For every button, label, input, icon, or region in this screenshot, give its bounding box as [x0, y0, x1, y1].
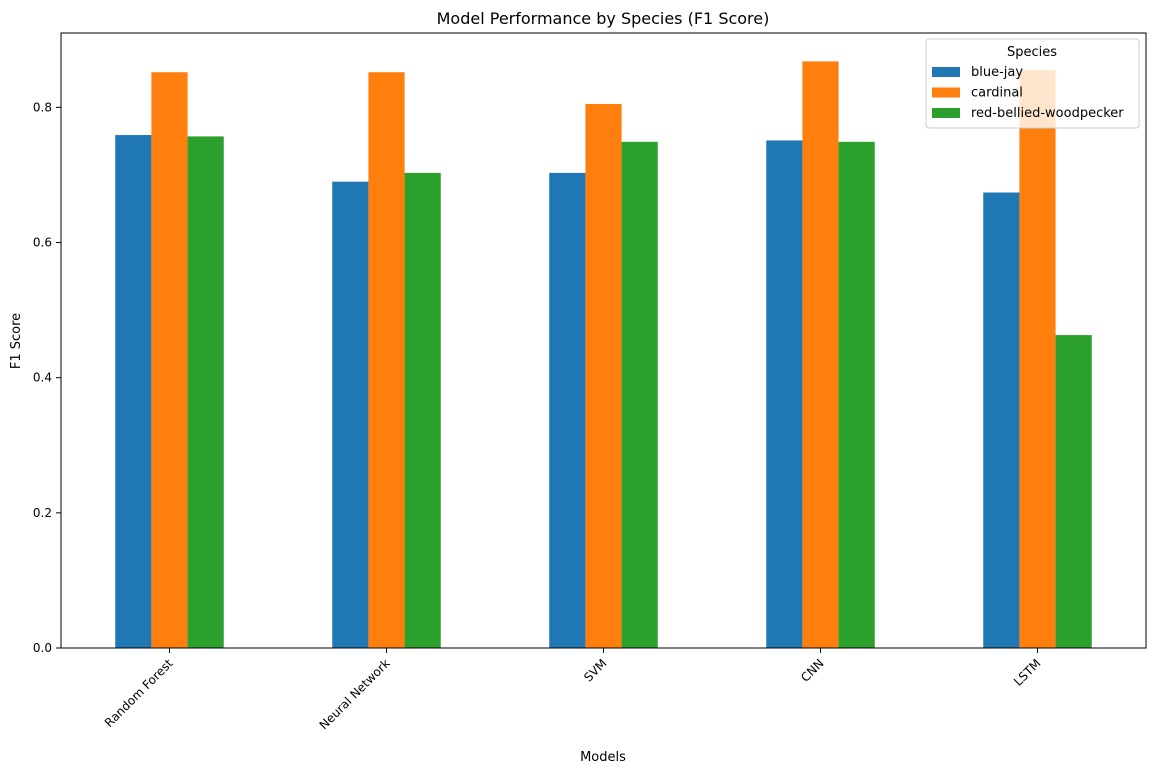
- y-tick-label: 0.0: [33, 641, 52, 655]
- bar-cardinal-2: [585, 103, 622, 648]
- bar-blue-jay-2: [549, 172, 586, 648]
- bar-cardinal-3: [802, 61, 839, 648]
- bar-red-bellied-woodpecker-2: [621, 141, 658, 648]
- legend-swatch-cardinal: [932, 87, 960, 98]
- bar-cardinal-4: [1019, 70, 1056, 649]
- bar-cardinal-1: [368, 72, 405, 648]
- x-tick-label: CNN: [798, 656, 827, 685]
- bar-blue-jay-3: [766, 140, 803, 648]
- bar-red-bellied-woodpecker-0: [187, 136, 224, 648]
- x-tick-label: Random Forest: [102, 656, 176, 730]
- bar-blue-jay-1: [332, 181, 369, 648]
- legend-swatch-red-bellied-woodpecker: [932, 108, 960, 118]
- x-axis-label: Models: [580, 750, 626, 765]
- bar-blue-jay-4: [983, 192, 1020, 649]
- x-tick-label: SVM: [581, 656, 609, 684]
- y-axis: 0.0 0.2 0.4 0.6 0.8: [33, 100, 61, 655]
- bar-red-bellied-woodpecker-4: [1055, 335, 1092, 648]
- bar-red-bellied-woodpecker-3: [838, 141, 875, 648]
- legend-label-blue-jay: blue-jay: [971, 65, 1023, 80]
- y-tick-label: 0.8: [33, 100, 52, 114]
- x-tick-label: LSTM: [1011, 656, 1044, 689]
- y-tick-label: 0.4: [33, 371, 52, 385]
- bar-red-bellied-woodpecker-1: [404, 172, 441, 648]
- legend-label-cardinal: cardinal: [971, 86, 1023, 101]
- legend-frame: [925, 38, 1140, 129]
- chart-title: Model Performance by Species (F1 Score): [437, 9, 770, 28]
- y-axis-label: F1 Score: [9, 313, 24, 369]
- bar-cardinal-0: [151, 72, 188, 648]
- legend-label-red-bellied-woodpecker: red-bellied-woodpecker: [971, 106, 1124, 121]
- y-tick-label: 0.6: [33, 236, 52, 250]
- x-axis: Random Forest Neural Network SVM CNN LSTM: [102, 648, 1044, 732]
- y-tick-label: 0.2: [33, 506, 52, 520]
- legend-swatch-blue-jay: [932, 67, 960, 77]
- plot-area: [115, 61, 1092, 649]
- legend-title: Species: [1007, 45, 1057, 60]
- bar-blue-jay-0: [115, 135, 152, 649]
- legend: Species blue-jay cardinal red-bellied-wood…: [925, 38, 1140, 129]
- x-tick-label: Neural Network: [317, 656, 393, 732]
